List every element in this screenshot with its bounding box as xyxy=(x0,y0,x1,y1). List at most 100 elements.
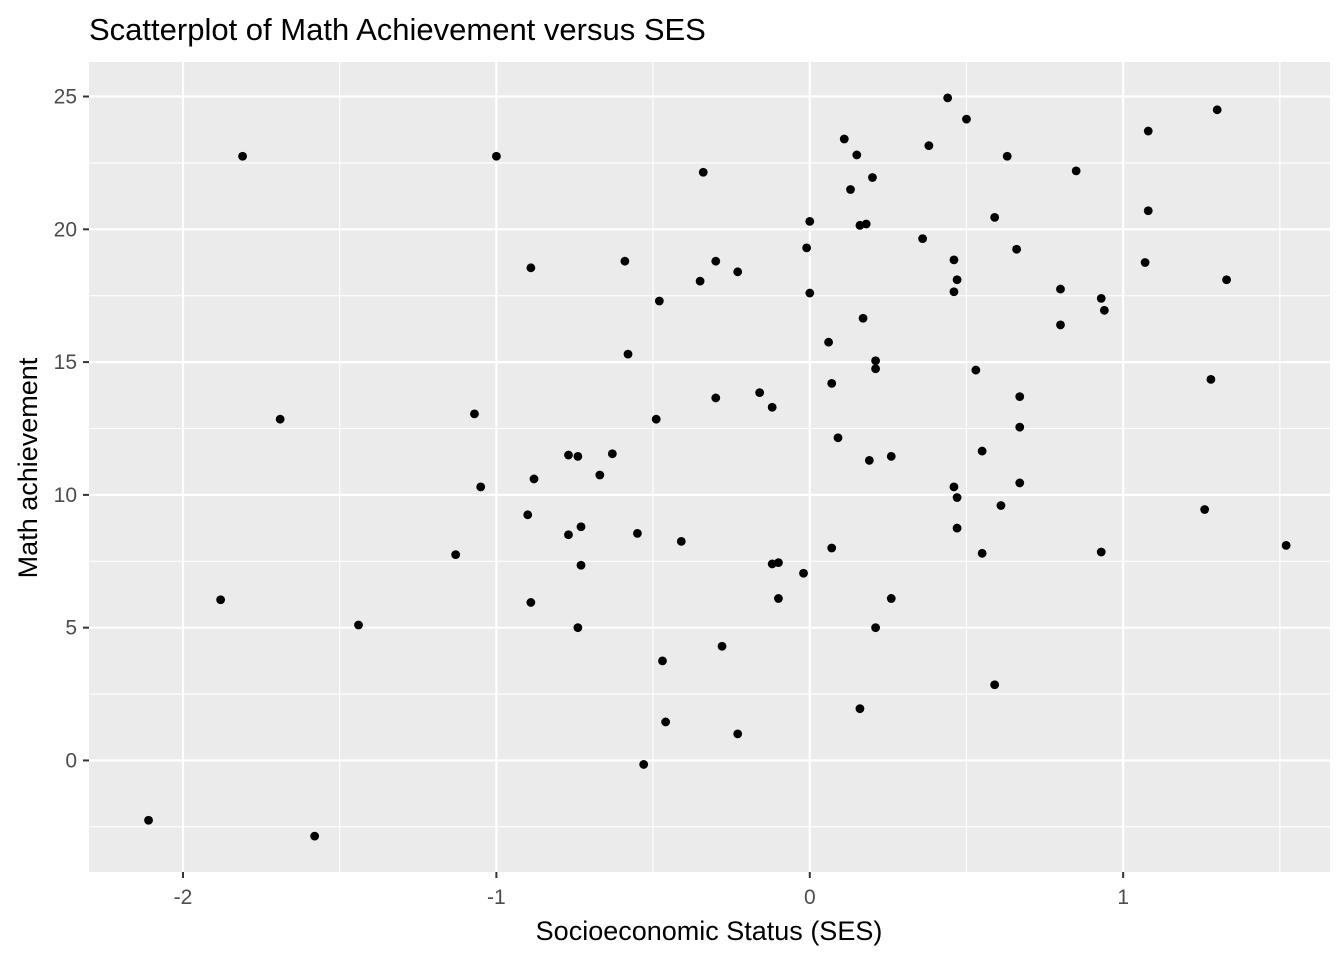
data-point xyxy=(470,409,479,419)
data-point xyxy=(144,815,153,825)
data-point xyxy=(886,451,896,461)
data-point xyxy=(354,620,363,630)
y-axis-ticks: 0 5 10 15 20 25 xyxy=(54,86,89,772)
data-point xyxy=(949,255,959,265)
data-point xyxy=(952,275,962,285)
data-point xyxy=(1002,151,1012,161)
data-point xyxy=(216,595,226,605)
data-point xyxy=(977,446,987,456)
data-point xyxy=(595,470,605,480)
data-point xyxy=(654,296,664,306)
data-point xyxy=(924,141,934,151)
y-tick-label: 5 xyxy=(65,617,77,640)
data-point xyxy=(526,263,536,273)
data-point xyxy=(661,717,671,727)
data-point xyxy=(576,522,586,532)
x-tick-label: 1 xyxy=(1117,886,1129,909)
data-point xyxy=(523,510,533,520)
y-tick-label: 10 xyxy=(54,484,77,507)
data-point xyxy=(861,219,871,229)
data-point xyxy=(1015,392,1025,402)
chart-title: Scatterplot of Math Achievement versus S… xyxy=(89,12,706,47)
data-point xyxy=(639,760,649,769)
data-point xyxy=(799,568,808,578)
data-point xyxy=(573,451,583,461)
data-point xyxy=(774,558,783,568)
x-tick-label: -2 xyxy=(174,886,193,909)
data-point xyxy=(846,185,855,194)
data-point xyxy=(623,349,633,359)
data-point xyxy=(767,402,777,412)
y-tick-label: 25 xyxy=(54,86,77,109)
data-point xyxy=(676,536,686,546)
data-point xyxy=(990,680,1000,690)
data-point xyxy=(852,150,862,160)
data-point xyxy=(1143,126,1153,136)
data-point xyxy=(526,598,536,607)
data-point xyxy=(971,365,981,375)
data-point xyxy=(827,543,837,553)
data-point xyxy=(1143,206,1153,216)
data-point xyxy=(839,134,849,144)
data-point xyxy=(658,656,667,666)
data-point xyxy=(451,550,461,560)
data-point xyxy=(564,530,573,540)
data-point xyxy=(1222,275,1231,285)
data-point xyxy=(952,493,962,502)
y-axis-label: Math achievement xyxy=(13,357,43,578)
data-point xyxy=(943,93,953,103)
data-point xyxy=(711,393,721,403)
data-point xyxy=(1071,166,1081,176)
data-point xyxy=(711,256,721,266)
data-point xyxy=(651,414,661,424)
data-point xyxy=(607,449,617,459)
data-point xyxy=(949,287,959,297)
data-point xyxy=(564,450,573,460)
y-tick-label: 20 xyxy=(54,218,77,241)
data-point xyxy=(1096,547,1106,557)
y-tick-label: 15 xyxy=(54,351,77,374)
x-tick-label: 0 xyxy=(804,886,816,909)
data-point xyxy=(1212,105,1222,115)
data-point xyxy=(833,433,843,443)
data-point xyxy=(858,313,868,323)
data-point xyxy=(774,594,783,603)
data-point xyxy=(310,831,320,841)
data-point xyxy=(733,729,743,739)
data-point xyxy=(918,234,928,244)
data-point xyxy=(1015,478,1025,488)
plot-panel xyxy=(89,62,1330,872)
major-gridlines xyxy=(89,62,1330,872)
data-point xyxy=(871,356,880,366)
data-point xyxy=(886,594,896,603)
data-point xyxy=(1140,258,1150,267)
data-points xyxy=(144,93,1291,841)
data-point xyxy=(698,167,708,177)
data-point xyxy=(824,337,833,347)
data-point xyxy=(871,623,880,633)
data-point xyxy=(805,288,815,298)
data-point xyxy=(805,216,815,226)
data-point xyxy=(1056,284,1065,294)
data-point xyxy=(996,501,1006,510)
y-tick-label: 0 xyxy=(65,749,77,772)
data-point xyxy=(576,560,586,570)
data-point xyxy=(238,151,247,161)
data-point xyxy=(717,641,727,651)
data-point xyxy=(977,548,987,558)
data-point xyxy=(868,173,877,182)
x-axis-ticks: -2 -1 0 1 xyxy=(174,872,1129,909)
data-point xyxy=(755,388,765,398)
data-point xyxy=(1206,374,1216,384)
data-point xyxy=(573,623,583,633)
data-point xyxy=(476,482,486,492)
x-tick-label: -1 xyxy=(487,886,506,909)
data-point xyxy=(633,528,642,538)
data-point xyxy=(990,212,1000,222)
data-point xyxy=(1281,540,1291,550)
data-point xyxy=(695,276,705,286)
x-axis-label: Socioeconomic Status (SES) xyxy=(536,916,883,946)
data-point xyxy=(952,523,962,533)
data-point xyxy=(733,267,743,277)
